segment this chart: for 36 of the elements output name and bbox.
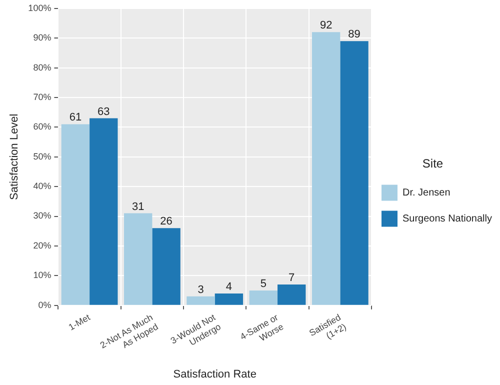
bar — [214, 293, 244, 305]
data-label: 5 — [260, 278, 266, 290]
bar — [278, 284, 306, 305]
legend-label: Surgeons Nationally — [402, 213, 492, 224]
y-axis-title: Satisfaction Level — [8, 114, 21, 200]
bar — [152, 228, 180, 305]
data-label: 26 — [160, 216, 172, 228]
bar — [312, 32, 340, 305]
y-tick-label: 50% — [33, 151, 52, 162]
data-label: 31 — [132, 200, 144, 213]
y-tick-label: 10% — [33, 270, 52, 280]
y-tick-label: 90% — [33, 32, 52, 43]
bar — [340, 41, 368, 305]
bar — [186, 296, 215, 305]
x-axis-title: Satisfaction Rate — [173, 368, 256, 380]
bar — [90, 118, 118, 305]
bar — [124, 213, 152, 305]
legend-title: Site — [422, 156, 444, 171]
data-label: 61 — [69, 112, 82, 124]
bar — [61, 124, 90, 305]
data-label: 63 — [98, 106, 110, 118]
data-label: 92 — [320, 20, 332, 32]
legend-label: Dr. Jensen — [402, 187, 450, 198]
y-tick-label: 70% — [33, 92, 52, 102]
data-label: 7 — [288, 272, 295, 284]
y-tick-label: 0% — [38, 300, 52, 310]
bar — [249, 290, 278, 305]
data-label: 89 — [348, 28, 360, 41]
y-tick-label: 80% — [33, 62, 52, 72]
y-tick-label: 40% — [33, 181, 52, 192]
y-tick-label: 60% — [33, 122, 52, 132]
data-label: 4 — [226, 280, 232, 293]
data-label: 3 — [198, 284, 204, 296]
y-tick-label: 20% — [33, 240, 52, 250]
y-tick-label: 30% — [33, 210, 52, 221]
y-tick-label: 100% — [28, 2, 52, 13]
